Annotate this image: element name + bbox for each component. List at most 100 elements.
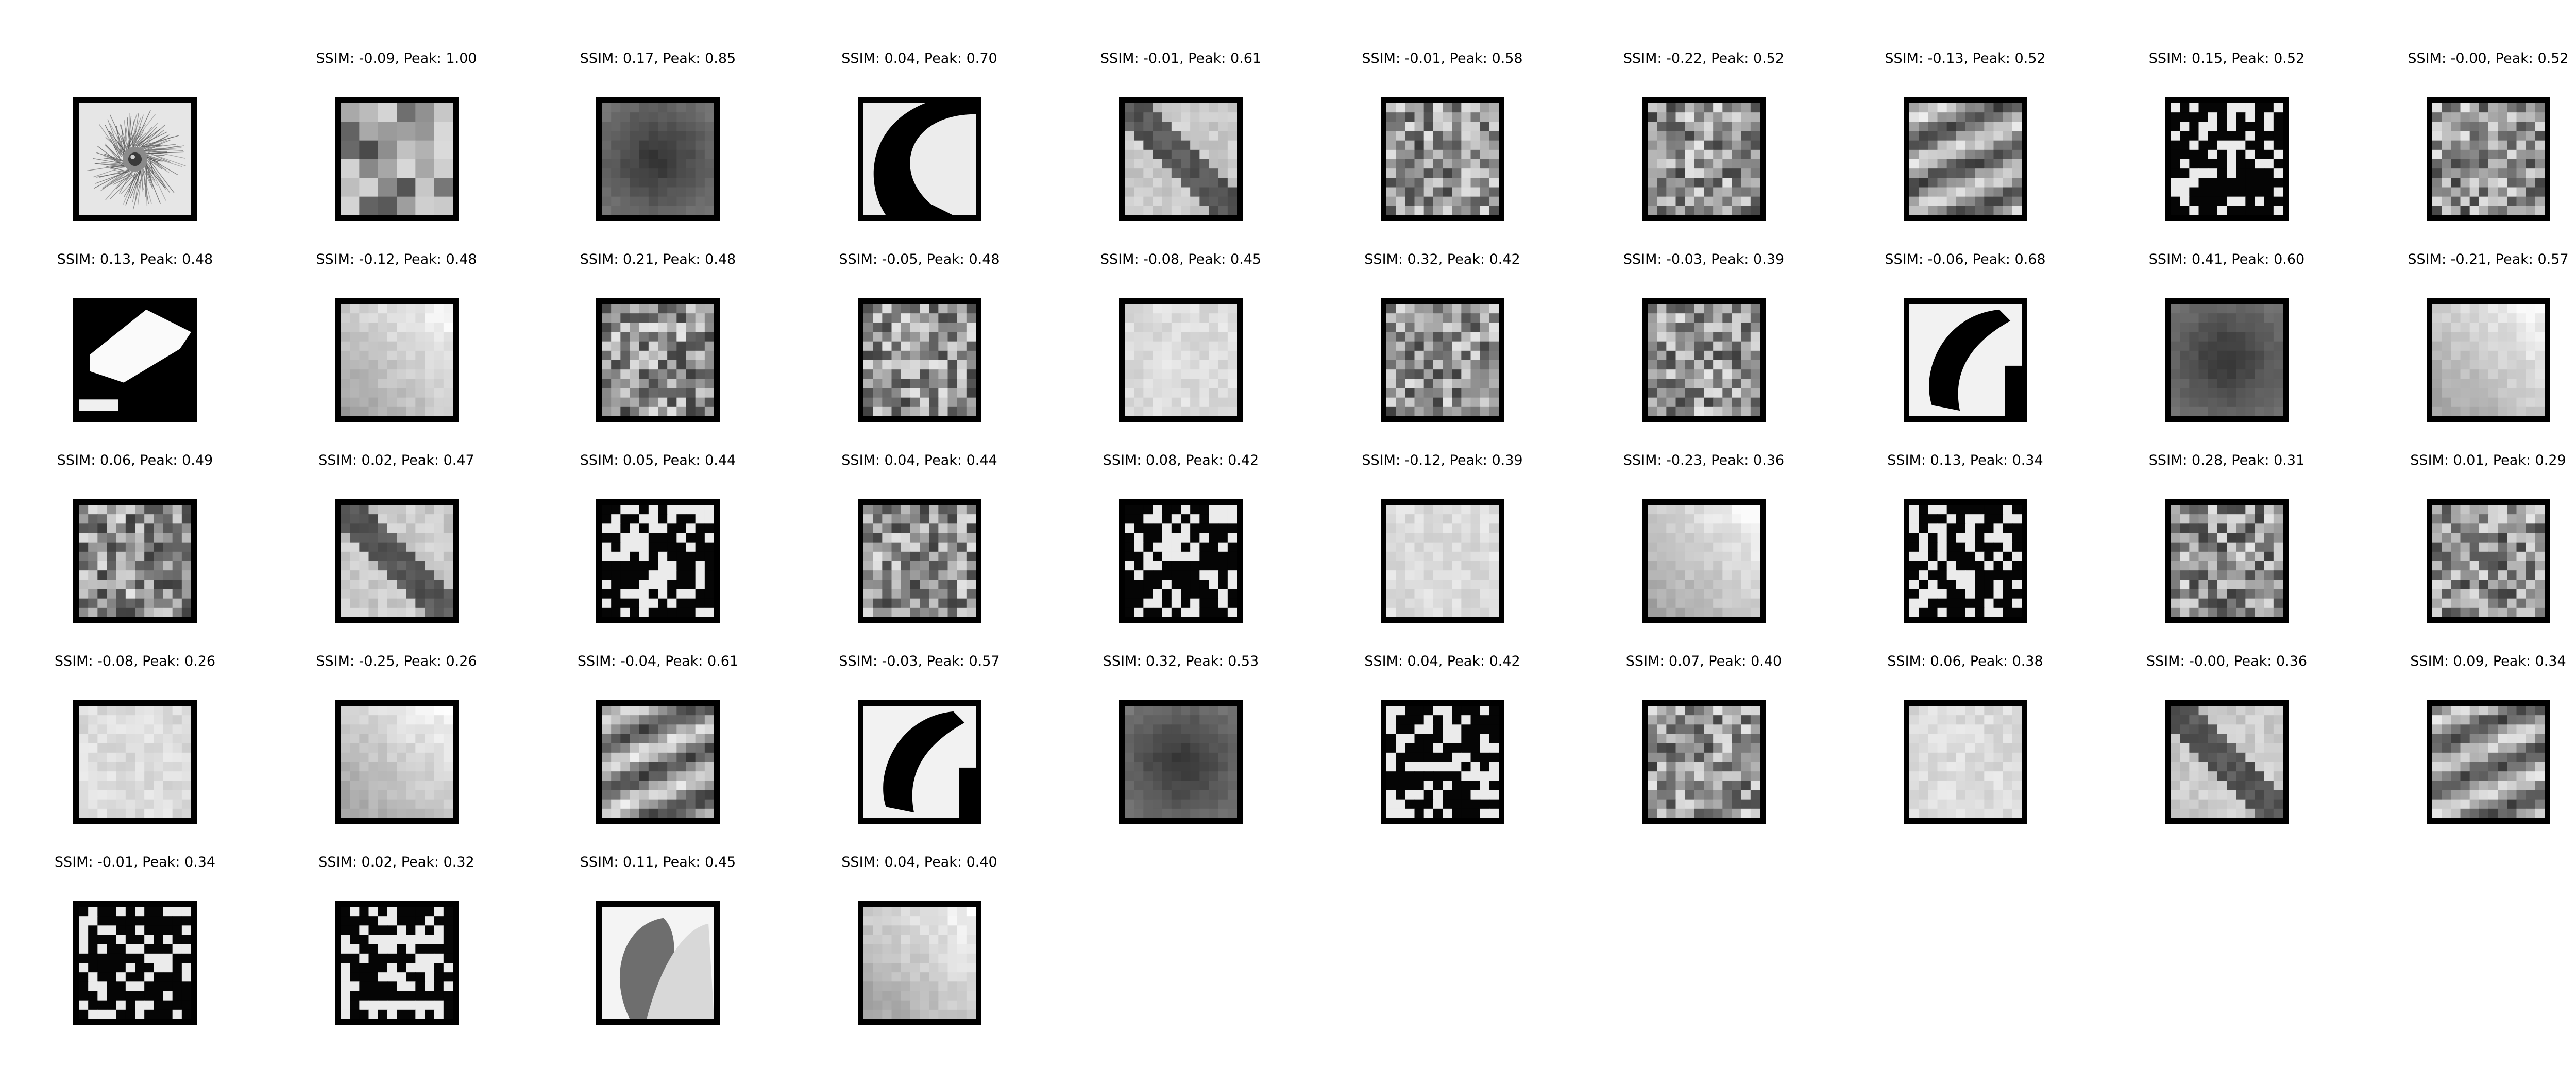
binary-patch-icon [1380,700,1504,824]
light-gradient-patch-icon [2426,298,2550,422]
match-cell: SSIM: 0.41, Peak: 0.60 [2129,251,2325,422]
texture-patch-icon [1642,97,1766,221]
match-cell: SSIM: -0.01, Peak: 0.34 [37,854,233,1025]
match-cell: SSIM: -0.08, Peak: 0.26 [37,653,233,824]
match-score-label: SSIM: -0.13, Peak: 0.52 [1885,50,2046,66]
match-cell: SSIM: -0.22, Peak: 0.52 [1606,50,1802,221]
match-cell: SSIM: 0.04, Peak: 0.40 [822,854,1018,1025]
texture-patch-icon [2426,499,2550,623]
match-score-label: SSIM: 0.15, Peak: 0.52 [2148,50,2305,66]
match-cell: SSIM: -0.08, Peak: 0.45 [1083,251,1279,422]
match-cell: SSIM: 0.04, Peak: 0.42 [1345,653,1540,824]
texture-patch-icon [1642,298,1766,422]
match-cell: SSIM: -0.12, Peak: 0.39 [1345,452,1540,623]
match-cell: SSIM: -0.23, Peak: 0.36 [1606,452,1802,623]
match-cell: SSIM: 0.07, Peak: 0.40 [1606,653,1802,824]
match-score-label: SSIM: 0.02, Peak: 0.32 [318,854,474,870]
match-score-label: SSIM: -0.22, Peak: 0.52 [1623,50,1785,66]
match-cell: SSIM: 0.04, Peak: 0.44 [822,452,1018,623]
match-score-label: SSIM: 0.04, Peak: 0.44 [841,452,997,468]
texture-patch-icon [596,298,720,422]
match-cell: SSIM: -0.09, Peak: 1.00 [299,50,495,221]
petal-patch-icon [596,901,720,1025]
match-cell: SSIM: -0.25, Peak: 0.26 [299,653,495,824]
match-score-label: SSIM: -0.25, Peak: 0.26 [316,653,477,669]
texture-patch-icon [73,499,197,623]
dark-blob-patch-icon [2165,298,2289,422]
match-cell: SSIM: 0.05, Peak: 0.44 [560,452,756,623]
diagonal-band-patch-icon [334,499,459,623]
reference-patch-cell [37,50,233,221]
match-score-label: SSIM: 0.32, Peak: 0.53 [1103,653,1259,669]
match-score-label: SSIM: 0.07, Peak: 0.40 [1625,653,1782,669]
match-cell: SSIM: -0.13, Peak: 0.52 [1868,50,2063,221]
match-score-label: SSIM: 0.32, Peak: 0.42 [1364,251,1520,267]
match-cell: SSIM: -0.01, Peak: 0.58 [1345,50,1540,221]
match-cell: SSIM: 0.28, Peak: 0.31 [2129,452,2325,623]
match-score-label: SSIM: 0.01, Peak: 0.29 [2410,452,2566,468]
match-score-label: SSIM: -0.09, Peak: 1.00 [316,50,477,66]
match-score-label: SSIM: 0.09, Peak: 0.34 [2410,653,2566,669]
match-score-label: SSIM: 0.28, Peak: 0.31 [2148,452,2305,468]
match-score-label: SSIM: 0.04, Peak: 0.70 [841,50,997,66]
match-cell: SSIM: 0.08, Peak: 0.42 [1083,452,1279,623]
match-cell: SSIM: 0.32, Peak: 0.42 [1345,251,1540,422]
match-score-label: SSIM: -0.12, Peak: 0.48 [316,251,477,267]
texture-patch-icon [857,298,981,422]
match-score-label: SSIM: -0.06, Peak: 0.68 [1885,251,2046,267]
stripes-patch-icon [596,700,720,824]
match-score-label: SSIM: 0.13, Peak: 0.34 [1887,452,2043,468]
match-cell: SSIM: -0.21, Peak: 0.57 [2391,251,2576,422]
binary-patch-icon [2165,97,2289,221]
light-gradient-patch-icon [857,901,981,1025]
match-cell: SSIM: 0.06, Peak: 0.38 [1868,653,2063,824]
reference-patch-icon [73,97,197,221]
match-cell: SSIM: 0.32, Peak: 0.53 [1083,653,1279,824]
match-score-label: SSIM: 0.21, Peak: 0.48 [580,251,736,267]
match-score-label: SSIM: 0.17, Peak: 0.85 [580,50,736,66]
match-cell: SSIM: 0.13, Peak: 0.48 [37,251,233,422]
match-score-label: SSIM: 0.05, Peak: 0.44 [580,452,736,468]
match-score-label: SSIM: -0.01, Peak: 0.61 [1100,50,1262,66]
binary-patch-icon [1119,499,1243,623]
texture-patch-icon [1380,97,1504,221]
light-gradient-patch-icon [1642,499,1766,623]
match-score-label: SSIM: 0.04, Peak: 0.40 [841,854,997,870]
light-patch-icon [1903,700,2027,824]
match-score-label: SSIM: 0.08, Peak: 0.42 [1103,452,1259,468]
curve-patch-icon [857,700,981,824]
match-cell: SSIM: 0.21, Peak: 0.48 [560,251,756,422]
stripes-patch-icon [2426,700,2550,824]
match-score-label: SSIM: 0.04, Peak: 0.42 [1364,653,1520,669]
match-score-label: SSIM: -0.03, Peak: 0.57 [839,653,1000,669]
match-cell: SSIM: 0.13, Peak: 0.34 [1868,452,2063,623]
match-score-label: SSIM: 0.11, Peak: 0.45 [580,854,736,870]
texture-patch-icon [857,499,981,623]
match-cell: SSIM: 0.02, Peak: 0.32 [299,854,495,1025]
match-cell: SSIM: -0.01, Peak: 0.61 [1083,50,1279,221]
binary-patch-icon [334,901,459,1025]
match-score-label: SSIM: -0.05, Peak: 0.48 [839,251,1000,267]
match-cell: SSIM: -0.00, Peak: 0.36 [2129,653,2325,824]
crescent-patch-icon [857,97,981,221]
light-gradient-patch-icon [334,298,459,422]
match-cell: SSIM: 0.06, Peak: 0.49 [37,452,233,623]
match-cell: SSIM: 0.17, Peak: 0.85 [560,50,756,221]
binary-patch-icon [596,499,720,623]
texture-patch-icon [2165,499,2289,623]
match-score-label: SSIM: 0.06, Peak: 0.38 [1887,653,2043,669]
match-cell: SSIM: -0.06, Peak: 0.68 [1868,251,2063,422]
match-score-label: SSIM: -0.04, Peak: 0.61 [577,653,739,669]
match-cell: SSIM: 0.02, Peak: 0.47 [299,452,495,623]
match-score-label: SSIM: -0.21, Peak: 0.57 [2408,251,2569,267]
match-cell: SSIM: 0.09, Peak: 0.34 [2391,653,2576,824]
match-score-label: SSIM: -0.03, Peak: 0.39 [1623,251,1785,267]
match-cell: SSIM: -0.05, Peak: 0.48 [822,251,1018,422]
mosaic-patch-icon [334,97,459,221]
match-cell: SSIM: -0.03, Peak: 0.39 [1606,251,1802,422]
match-score-label: SSIM: -0.00, Peak: 0.52 [2408,50,2569,66]
diagonal-band-patch-icon [1119,97,1243,221]
dark-blob-patch-icon [1119,700,1243,824]
match-score-label: SSIM: -0.00, Peak: 0.36 [2146,653,2308,669]
